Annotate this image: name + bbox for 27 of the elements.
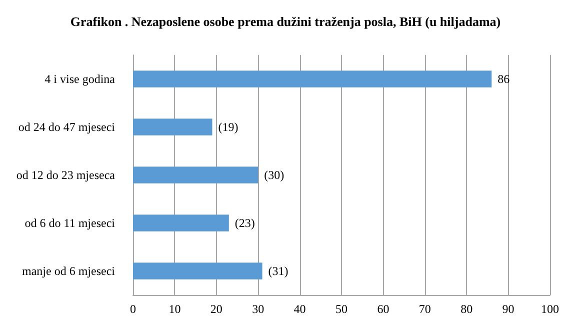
x-tick-label: 20 [210,302,222,316]
x-tick-label: 40 [294,302,306,316]
data-label: (31) [268,264,288,278]
x-tick-label: 70 [418,302,431,316]
x-tick-label: 50 [336,302,348,316]
data-label: 86 [498,72,510,86]
x-tick-label: 80 [460,302,473,316]
bar [133,166,258,184]
y-tick-label: od 12 do 23 mjeseca [16,168,116,182]
bar [133,214,229,232]
x-tick-label: 90 [502,302,514,316]
x-tick-label: 0 [130,302,136,316]
data-label: (23) [234,216,255,230]
bar [133,262,262,280]
y-tick-label: 4 i vise godina [44,72,116,86]
bar [133,70,492,88]
x-tick-label: 10 [168,302,181,316]
chart-title: Grafikon . Nezaposlene osobe prema dužini traženja posla, BiH (u hiljadama) [70,14,501,29]
y-tick-label: od 6 do 11 mjeseci [24,216,116,230]
y-tick-label: manje od 6 mjeseci [22,264,116,278]
data-label: (30) [264,168,284,182]
x-tick-label: 30 [252,302,264,316]
data-label: (19) [218,120,238,134]
x-tick-label: 60 [377,302,390,316]
x-tick-label: 100 [541,302,559,316]
y-tick-label: od 24 do 47 mjeseci [18,120,116,134]
bar [133,118,212,136]
